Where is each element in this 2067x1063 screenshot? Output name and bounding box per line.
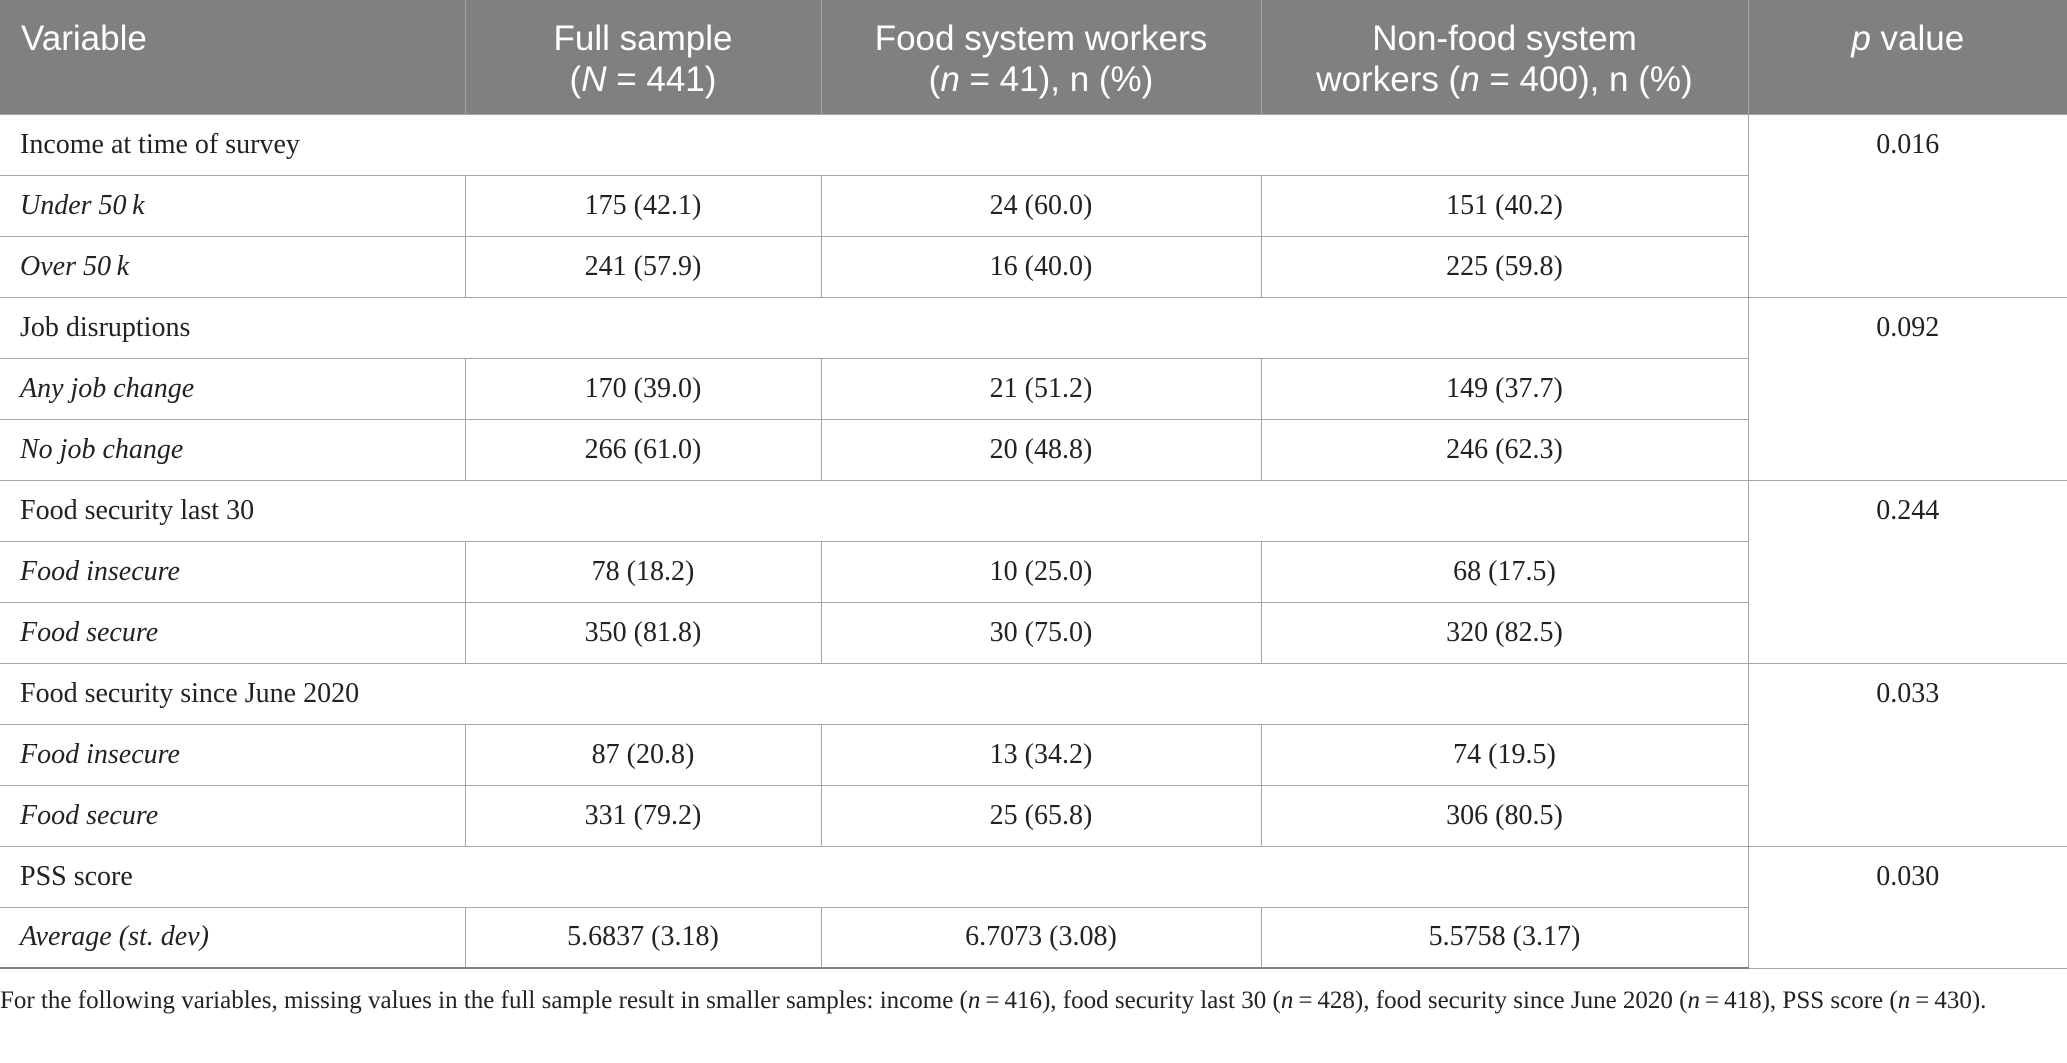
group-label: Food security since June 2020 [0,662,1749,725]
row-label: Food insecure [0,540,466,603]
group-label: Income at time of survey [0,113,1749,176]
row-label: Any job change [0,357,466,420]
header-p-value: p value [1747,0,2067,114]
header-p-symbol: p [1851,19,1871,58]
full-sample-cell: 170 (39.0) [464,357,822,420]
group-row: Food security last 30 0.244 [0,479,2067,664]
food-system-cell: 30 (75.0) [820,601,1262,664]
header-non-food-system-workers: Non-food system workers (n = 400), n (%) [1260,0,1748,114]
group-row: PSS score 0.030 [0,845,2067,969]
header-nonfood-n-value: = 400), n (%) [1479,60,1693,99]
row-label: Over 50 k [0,235,466,298]
full-sample-cell: 78 (18.2) [464,540,822,603]
footnote-text: = 416), food security last 30 ( [980,987,1281,1014]
full-sample-cell: 350 (81.8) [464,601,822,664]
full-sample-cell: 266 (61.0) [464,418,822,481]
group-row: Job disruptions 0.092 [0,296,2067,481]
p-value-cell: 0.033 [1747,662,2067,847]
header-food-n-value: = 41), n (%) [959,60,1154,99]
full-sample-cell: 331 (79.2) [464,784,822,847]
group-row: Income at time of survey 0.016 [0,113,2067,298]
footnote-n-symbol: n [1280,987,1294,1014]
food-system-cell: 10 (25.0) [820,540,1262,603]
footnote-text: = 430). [1910,987,1987,1014]
non-food-system-cell: 225 (59.8) [1260,235,1749,298]
food-system-cell: 16 (40.0) [820,235,1262,298]
non-food-system-cell: 151 (40.2) [1260,174,1749,237]
food-system-cell: 21 (51.2) [820,357,1262,420]
header-full-sample-n-value: = 441) [606,60,717,99]
food-system-cell: 6.7073 (3.08) [820,906,1262,969]
p-value-cell: 0.092 [1747,296,2067,481]
food-system-cell: 24 (60.0) [820,174,1262,237]
table-row: Food secure 331 (79.2) 25 (65.8) 306 (80.5) [0,784,2067,847]
header-nonfood-n-symbol: n [1460,60,1480,99]
footnote-text: = 418), PSS score ( [1700,987,1898,1014]
non-food-system-cell: 306 (80.5) [1260,784,1749,847]
p-value-cell: 0.016 [1747,113,2067,298]
non-food-system-cell: 320 (82.5) [1260,601,1749,664]
header-nonfood-pre: workers ( [1316,60,1461,99]
header-food-system-workers: Food system workers (n = 41), n (%) [820,0,1261,114]
full-sample-cell: 87 (20.8) [464,723,822,786]
table-footnote: For the following variables, missing val… [0,982,2060,1020]
data-table: Variable Full sample (N = 441) Food syste… [0,0,2067,969]
full-sample-cell: 241 (57.9) [464,235,822,298]
footnote-n-symbol: n [967,987,981,1014]
table-row: Food insecure 78 (18.2) 10 (25.0) 68 (17.5) [0,540,2067,603]
header-food-n-symbol: n [940,60,960,99]
header-nonfood-line1: Non-food system [1372,19,1637,58]
food-system-cell: 25 (65.8) [820,784,1262,847]
group-label: Job disruptions [0,296,1749,359]
non-food-system-cell: 149 (37.7) [1260,357,1749,420]
table-row: Over 50 k 241 (57.9) 16 (40.0) 225 (59.8) [0,235,2067,298]
row-label: Food insecure [0,723,466,786]
header-food-line1: Food system workers [874,19,1208,58]
table-row: Average (st. dev) 5.6837 (3.18) 6.7073 (3.… [0,906,2067,969]
group-label: Food security last 30 [0,479,1749,542]
header-row: Variable Full sample (N = 441) Food syste… [0,0,2067,114]
row-label: Food secure [0,784,466,847]
header-full-sample-line1: Full sample [553,19,733,58]
row-label: Food secure [0,601,466,664]
group-row: Food security since June 2020 0.033 [0,662,2067,847]
group-label: PSS score [0,845,1749,908]
footnote-n-symbol: n [1687,987,1701,1014]
footnote-text: For the following variables, missing val… [0,987,968,1014]
full-sample-cell: 5.6837 (3.18) [464,906,822,969]
footnote-text: = 428), food security since June 2020 ( [1293,987,1688,1014]
header-p-rest: value [1870,19,1965,58]
non-food-system-cell: 68 (17.5) [1260,540,1749,603]
row-label: No job change [0,418,466,481]
table-row: Food insecure 87 (20.8) 13 (34.2) 74 (19.5) [0,723,2067,786]
header-full-sample-n-symbol: N [581,60,607,99]
non-food-system-cell: 5.5758 (3.17) [1260,906,1749,969]
food-system-cell: 13 (34.2) [820,723,1262,786]
food-system-cell: 20 (48.8) [820,418,1262,481]
row-label: Under 50 k [0,174,466,237]
table-row: Food secure 350 (81.8) 30 (75.0) 320 (82.5) [0,601,2067,664]
header-full-sample: Full sample (N = 441) [464,0,821,114]
footnote-n-symbol: n [1897,987,1911,1014]
table-row: Under 50 k 175 (42.1) 24 (60.0) 151 (40.2) [0,174,2067,237]
non-food-system-cell: 246 (62.3) [1260,418,1749,481]
full-sample-cell: 175 (42.1) [464,174,822,237]
table-container: Variable Full sample (N = 441) Food syste… [0,0,2067,969]
p-value-cell: 0.244 [1747,479,2067,664]
table-row: Any job change 170 (39.0) 21 (51.2) 149 (37… [0,357,2067,420]
non-food-system-cell: 74 (19.5) [1260,723,1749,786]
p-value-cell: 0.030 [1747,845,2067,969]
row-label: Average (st. dev) [0,906,466,969]
header-variable: Variable [0,0,465,114]
